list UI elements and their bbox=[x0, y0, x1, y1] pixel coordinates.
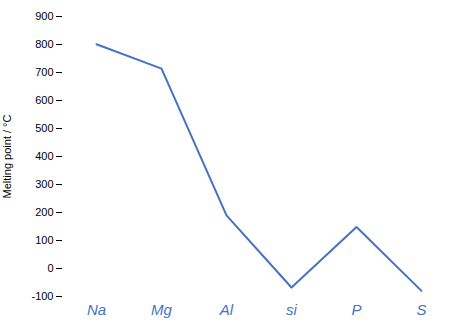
svg-text:500: 500 bbox=[35, 122, 53, 134]
svg-text:200: 200 bbox=[35, 206, 53, 218]
svg-text:S: S bbox=[416, 301, 426, 318]
svg-text:600: 600 bbox=[35, 94, 53, 106]
svg-text:Melting point / °C: Melting point / °C bbox=[1, 115, 13, 199]
svg-text:400: 400 bbox=[35, 150, 53, 162]
svg-text:Mg: Mg bbox=[151, 301, 172, 318]
svg-text:100: 100 bbox=[35, 234, 53, 246]
svg-text:0: 0 bbox=[47, 262, 53, 274]
svg-text:Na: Na bbox=[87, 301, 106, 318]
svg-text:si: si bbox=[286, 301, 298, 318]
svg-text:800: 800 bbox=[35, 38, 53, 50]
svg-text:900: 900 bbox=[35, 10, 53, 22]
svg-text:P: P bbox=[351, 301, 361, 318]
svg-text:700: 700 bbox=[35, 66, 53, 78]
svg-text:Al: Al bbox=[219, 301, 234, 318]
svg-text:300: 300 bbox=[35, 178, 53, 190]
svg-text:-100: -100 bbox=[31, 290, 53, 302]
